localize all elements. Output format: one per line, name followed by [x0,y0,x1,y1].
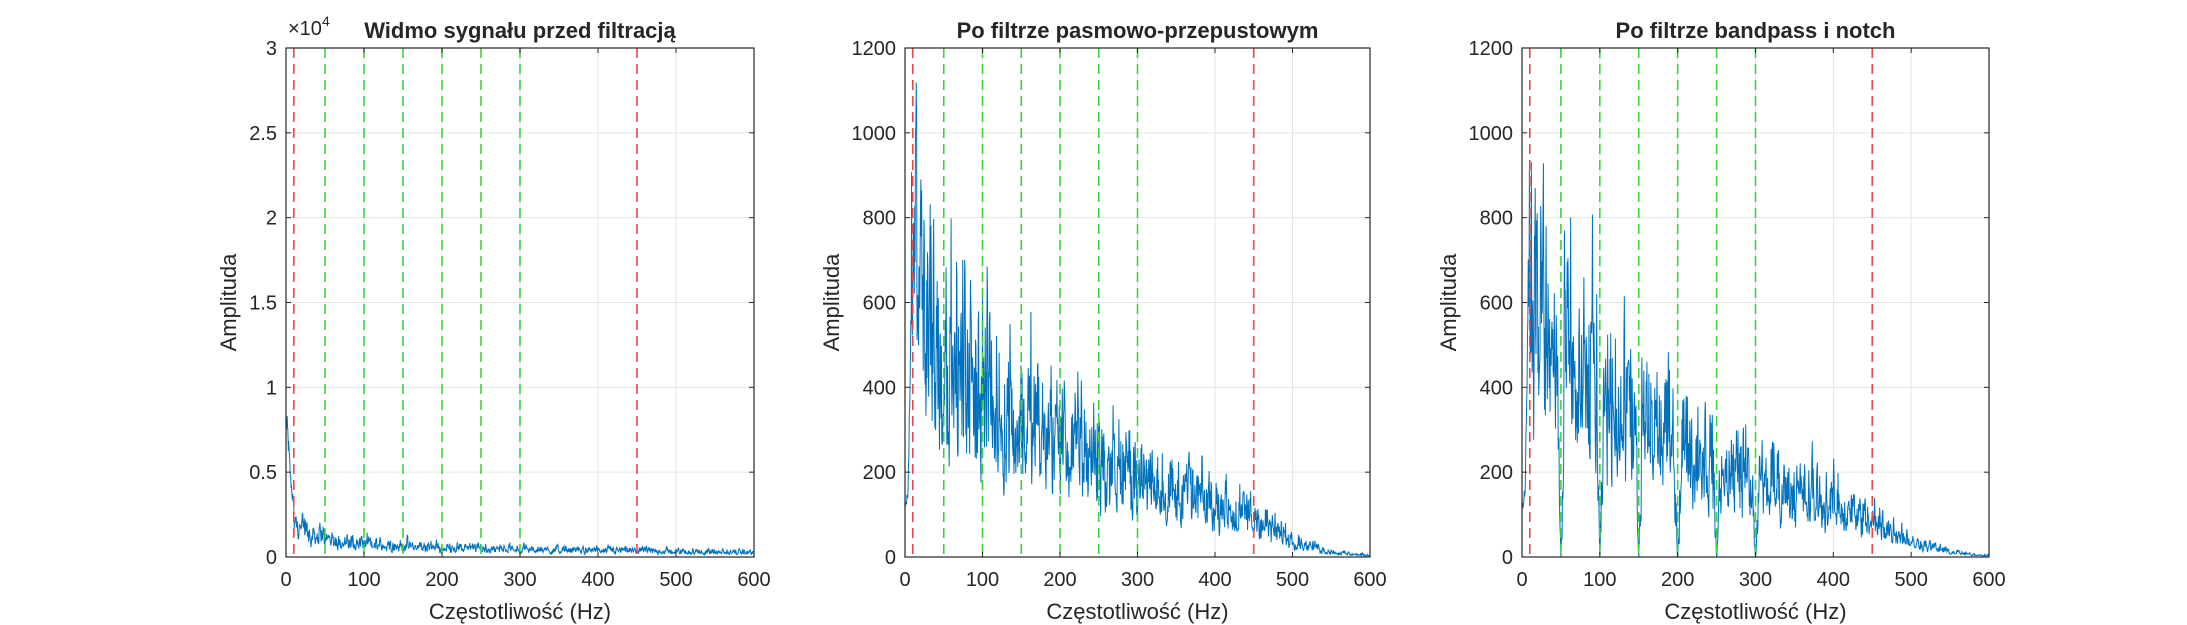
y-tick-label: 200 [1480,462,1513,484]
x-tick-label: 600 [1353,569,1386,591]
y-tick-label: 1 [266,377,277,399]
y-tick-label: 600 [863,293,896,315]
y-tick-label: 400 [863,377,896,399]
y-axis-label: Amplituda [216,253,241,352]
y-tick-label: 0.5 [249,462,277,484]
y-tick-label: 800 [1480,208,1513,230]
chart-title: Po filtrze pasmowo-przepustowym [957,18,1319,43]
x-tick-label: 0 [280,569,291,591]
y-tick-label: 800 [863,208,896,230]
x-tick-label: 0 [1516,569,1527,591]
y-tick-label: 1000 [1469,123,1514,145]
y-tick-label: 600 [1480,293,1513,315]
y-tick-label: 2.5 [249,123,277,145]
y-axis-label: Amplituda [819,253,844,352]
y-tick-label: 0 [885,547,896,569]
chart-title: Widmo sygnału przed filtracją [364,18,676,43]
x-tick-label: 100 [966,569,999,591]
x-tick-label: 200 [425,569,458,591]
y-tick-label: 1.5 [249,293,277,315]
x-axis-label: Częstotliwość (Hz) [429,599,611,624]
x-tick-label: 600 [1972,569,2005,591]
x-tick-label: 200 [1043,569,1076,591]
y-exponent-base: ×10 [288,18,322,40]
chart-title: Po filtrze bandpass i notch [1616,18,1896,43]
y-axis-label: Amplituda [1436,253,1461,352]
x-tick-label: 500 [659,569,692,591]
x-axis-label: Częstotliwość (Hz) [1664,599,1846,624]
x-tick-label: 400 [1817,569,1850,591]
chart-3: 0 100 200 300 400 500 600 0 200 400 600 800 1000 1200… [1436,18,2006,624]
y-tick-label: 0 [1502,547,1513,569]
y-tick-label: 1000 [852,123,897,145]
x-tick-label: 500 [1276,569,1309,591]
y-exponent-power: 4 [322,13,330,29]
x-tick-label: 300 [1739,569,1772,591]
x-tick-label: 400 [1198,569,1231,591]
x-tick-label: 0 [899,569,910,591]
y-exponent-label: ×104 [288,13,330,40]
x-tick-label: 300 [1121,569,1154,591]
x-tick-label: 400 [581,569,614,591]
x-tick-label: 100 [1583,569,1616,591]
x-tick-label: 600 [737,569,770,591]
chart-1: 0 100 200 300 400 500 600 0 0.5 1 1.5 2 2.5 3 ×104 Widm… [216,13,771,624]
chart-2: 0 100 200 300 400 500 600 0 200 400 600 800 1000 1200… [819,18,1387,624]
x-tick-label: 500 [1894,569,1927,591]
y-tick-label: 1200 [852,38,897,60]
y-tick-label: 200 [863,462,896,484]
y-tick-label: 3 [266,38,277,60]
y-tick-label: 1200 [1469,38,1514,60]
y-tick-label: 0 [266,547,277,569]
x-axis-label: Częstotliwość (Hz) [1046,599,1228,624]
y-tick-label: 400 [1480,377,1513,399]
y-tick-label: 2 [266,208,277,230]
x-tick-label: 300 [503,569,536,591]
x-tick-label: 100 [347,569,380,591]
x-tick-label: 200 [1661,569,1694,591]
